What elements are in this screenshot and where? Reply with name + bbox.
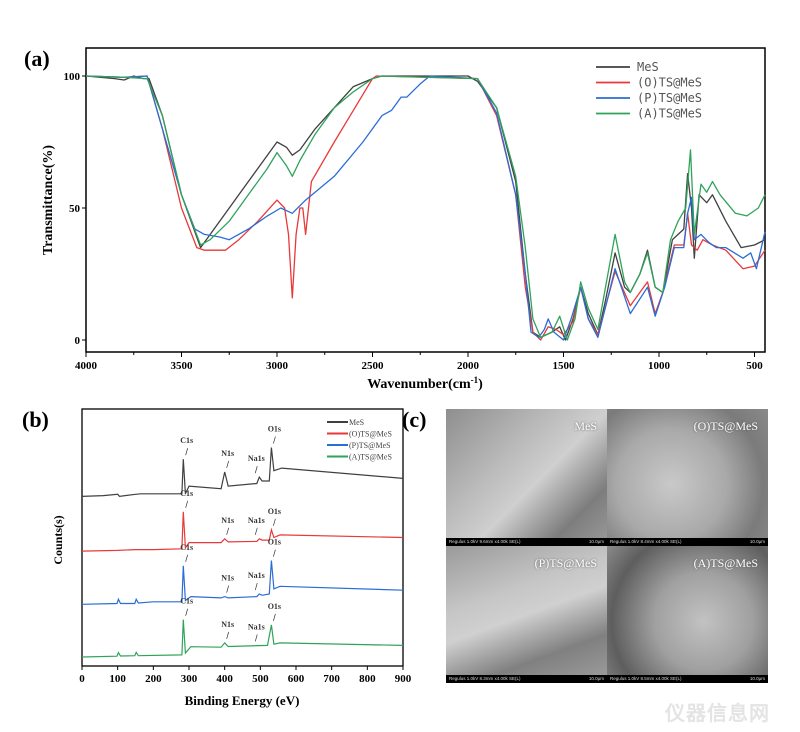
sem-scale-bar-label: 10.0μm: [588, 539, 604, 544]
xps-x-tick-label: 500: [252, 673, 269, 685]
xps-peak-leader: [185, 554, 188, 562]
xps-peak-label-O1s: O1s: [268, 507, 281, 516]
ftir-legend-label: MeS: [637, 60, 659, 74]
xps-peak-leader: [185, 448, 188, 456]
xps-x-tick-label: 200: [145, 673, 162, 685]
xps-peak-leader: [254, 634, 258, 642]
xps-peak-leader: [185, 608, 188, 616]
xps-peak-leader: [226, 585, 230, 593]
xps-x-tick-label: 600: [288, 673, 305, 685]
sem-info-bar: Regulus 1.0kV 9.6mm x4.00k SE(L) 10.0μm: [446, 538, 607, 546]
xps-x-tick-label: 400: [216, 673, 233, 685]
panel-label-c: (c): [402, 407, 426, 432]
sem-scale-bar-label: 10.0μm: [749, 676, 765, 681]
ftir-chart: 4000 3500 3000 2500 2000 1500 1000 500 0 50 100 MeS…: [64, 47, 766, 372]
xps-peak-label-N1s: N1s: [221, 449, 234, 458]
sem-image-1: MeS Regulus 1.0kV 9.6mm x4.00k SE(L) 10.0…: [446, 409, 607, 546]
sem-image-2: (O)TS@MeS Regulus 1.0kV 8.4mm x4.00k SE(…: [607, 409, 768, 546]
sem-sample-label: (O)TS@MeS: [693, 419, 758, 433]
xps-peak-label-Na1s: Na1s: [248, 454, 265, 463]
xps-legend-label: (A)TS@MeS: [349, 453, 392, 462]
xps-x-tick-label: 0: [79, 673, 85, 685]
xps-peak-label-C1s: C1s: [180, 436, 193, 445]
sem-sample-label: (P)TS@MeS: [534, 556, 597, 570]
xps-peak-label-C1s: C1s: [180, 597, 193, 606]
ftir-series-A: [85, 75, 766, 341]
ftir-plot-frame: [85, 47, 766, 353]
ftir-legend-label: (P)TS@MeS: [637, 91, 702, 105]
xps-peak-label-Na1s: Na1s: [248, 516, 265, 525]
xps-peak-leader: [254, 466, 258, 474]
xps-peak-leader: [254, 527, 258, 535]
xps-peak-leader: [273, 518, 276, 526]
xps-peak-leader: [226, 527, 230, 535]
sem-instrument-info: Regulus 1.0kV 8.4mm x4.00k SE(L): [610, 539, 682, 544]
ftir-x-axis-title: Wavenumber(cm-1): [367, 375, 483, 392]
xps-peak-label-C1s: C1s: [180, 543, 193, 552]
ftir-legend-label: (O)TS@MeS: [637, 76, 702, 90]
ftir-y-axis-title: Transmittance(%): [41, 145, 56, 255]
xps-x-tick-label: 100: [109, 673, 126, 685]
xps-y-axis-title: Counts(s): [51, 515, 65, 564]
sem-scale-bar-label: 10.0μm: [749, 539, 765, 544]
xps-chart: 0 100 200 300 400 500 600 700 800 900 MeS C1s N1s Na1…: [79, 408, 412, 685]
xps-series-P: [81, 560, 404, 605]
sem-info-bar: Regulus 1.0kV 8.3mm x4.00k SE(L) 10.0μm: [446, 675, 607, 683]
xps-peak-leader: [226, 631, 230, 639]
ftir-x-tick-label: 4000: [75, 360, 98, 372]
xps-peak-label-N1s: N1s: [221, 516, 234, 525]
sem-image-4: (A)TS@MeS Regulus 1.0kV 8.5mm x4.00k SE(…: [607, 546, 768, 683]
sem-instrument-info: Regulus 1.0kV 8.3mm x4.00k SE(L): [449, 676, 521, 681]
xps-peak-label-O1s: O1s: [268, 602, 281, 611]
sem-instrument-info: Regulus 1.0kV 8.5mm x4.00k SE(L): [610, 676, 682, 681]
ftir-x-tick-label: 2500: [361, 360, 384, 372]
xps-x-tick-label: 300: [181, 673, 198, 685]
xps-peak-leader: [273, 549, 276, 557]
xps-peak-label-Na1s: Na1s: [248, 571, 265, 580]
ftir-legend-label: (A)TS@MeS: [637, 107, 702, 121]
sem-scale-bar-label: 10.0μm: [588, 676, 604, 681]
sem-sample-label: MeS: [574, 419, 597, 433]
xps-peak-label-C1s: C1s: [180, 489, 193, 498]
xps-x-tick-label: 800: [359, 673, 376, 685]
xps-peak-leader: [273, 436, 276, 444]
panel-label-a: (a): [24, 46, 50, 71]
ftir-x-tick-label: 500: [746, 360, 763, 372]
ftir-y-tick-label: 100: [64, 71, 81, 83]
panel-label-b: (b): [22, 407, 49, 432]
xps-x-tick-label: 700: [323, 673, 340, 685]
xps-legend-label: (P)TS@MeS: [349, 441, 391, 450]
ftir-y-tick-label: 0: [75, 335, 81, 347]
sem-info-bar: Regulus 1.0kV 8.5mm x4.00k SE(L) 10.0μm: [607, 675, 768, 683]
ftir-x-tick-label: 2000: [457, 360, 480, 372]
watermark: 仪器信息网: [665, 701, 770, 725]
xps-peak-leader: [226, 460, 230, 469]
ftir-x-tick-label: 1000: [648, 360, 671, 372]
ftir-y-tick-label: 50: [69, 203, 81, 215]
xps-series-MeS: [81, 447, 404, 498]
ftir-x-tick-label: 1500: [552, 360, 575, 372]
xps-peak-label-Na1s: Na1s: [248, 622, 265, 631]
xps-peak-leader: [254, 582, 258, 591]
sem-instrument-info: Regulus 1.0kV 9.6mm x4.00k SE(L): [449, 539, 521, 544]
xps-x-axis-title: Binding Energy (eV): [185, 693, 300, 708]
sem-image-3: (P)TS@MeS Regulus 1.0kV 8.3mm x4.00k SE(…: [446, 546, 607, 683]
sem-info-bar: Regulus 1.0kV 8.4mm x4.00k SE(L) 10.0μm: [607, 538, 768, 546]
ftir-x-tick-label: 3500: [170, 360, 193, 372]
ftir-series-P: [85, 75, 766, 341]
sem-sample-label: (A)TS@MeS: [693, 556, 758, 570]
xps-x-tick-label: 900: [395, 673, 412, 685]
xps-peak-label-O1s: O1s: [268, 538, 281, 547]
xps-legend-label: (O)TS@MeS: [349, 430, 392, 439]
xps-peak-label-N1s: N1s: [221, 620, 234, 629]
ftir-x-tick-label: 3000: [266, 360, 289, 372]
xps-series-O: [81, 511, 404, 552]
xps-peak-label-N1s: N1s: [221, 574, 234, 583]
xps-peak-leader: [273, 613, 276, 621]
xps-peak-leader: [185, 500, 188, 508]
xps-series-A: [81, 619, 404, 658]
xps-peak-label-O1s: O1s: [268, 425, 281, 434]
xps-legend-label: MeS: [349, 418, 364, 427]
